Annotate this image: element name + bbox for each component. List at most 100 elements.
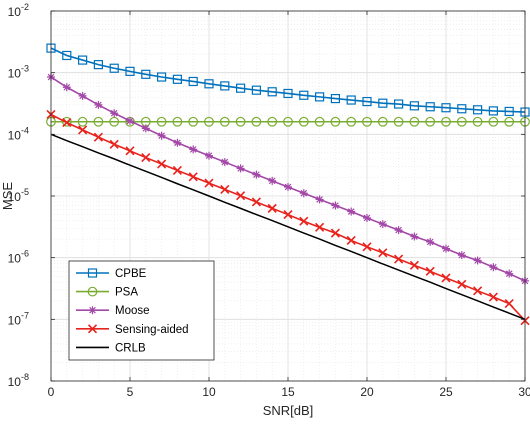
data-point <box>283 209 293 220</box>
data-point <box>457 104 467 114</box>
data-point <box>378 220 387 229</box>
data-point <box>299 90 309 100</box>
data-point <box>236 83 246 93</box>
data-point <box>441 103 451 113</box>
data-point <box>77 55 88 65</box>
x-tick-label: 30 <box>518 385 530 399</box>
data-point <box>109 116 120 127</box>
data-point <box>409 260 419 270</box>
series-cpbe <box>46 43 530 117</box>
data-point <box>94 100 103 109</box>
data-point <box>62 50 72 61</box>
x-tick-label: 0 <box>48 385 55 399</box>
data-point <box>330 93 340 104</box>
data-point <box>457 279 467 289</box>
legend-item: Sensing-aided <box>76 324 189 336</box>
series-line <box>50 133 526 321</box>
data-point <box>172 74 182 84</box>
series-crlb <box>50 133 526 321</box>
data-point <box>346 95 356 105</box>
data-point <box>473 105 483 115</box>
data-point <box>457 251 466 260</box>
data-point <box>442 244 450 253</box>
data-point <box>410 232 419 241</box>
data-point <box>93 116 104 127</box>
data-point <box>204 79 214 89</box>
data-point <box>362 242 372 252</box>
data-point <box>362 116 372 127</box>
data-point <box>188 76 198 87</box>
x-tick-label: 15 <box>281 385 295 399</box>
data-point <box>267 116 278 127</box>
data-point <box>363 213 371 222</box>
y-tick-label: 10-2 <box>8 2 29 19</box>
data-point <box>488 292 498 302</box>
data-point <box>157 131 166 140</box>
data-point <box>346 116 357 127</box>
data-point <box>157 159 167 169</box>
data-point <box>172 116 183 127</box>
data-point <box>62 83 71 92</box>
data-point <box>236 191 246 201</box>
legend: CPBE PSA Moose Sensing-aided CRLB <box>68 260 215 361</box>
legend-label: PSA <box>115 287 138 299</box>
series-moose <box>47 73 529 285</box>
data-point <box>504 106 514 117</box>
y-tick-label: 10-5 <box>8 187 29 204</box>
y-tick-label: 10-7 <box>8 310 29 327</box>
data-point <box>125 146 135 156</box>
data-point <box>504 299 514 309</box>
data-point <box>77 116 88 127</box>
data-point <box>377 116 388 127</box>
y-axis-label: MSE <box>0 182 15 211</box>
data-point <box>441 116 451 127</box>
data-point <box>267 203 277 213</box>
data-point <box>347 207 356 216</box>
y-tick-label: 10-4 <box>8 125 29 142</box>
data-point <box>78 125 88 135</box>
legend-marker <box>88 306 97 315</box>
data-point <box>331 201 340 210</box>
data-point <box>441 273 451 283</box>
series-line <box>50 47 526 113</box>
data-point <box>252 170 261 179</box>
data-point <box>378 98 388 108</box>
data-point <box>251 197 261 207</box>
data-point <box>188 172 198 182</box>
data-point <box>189 145 198 154</box>
plot-series <box>46 43 530 326</box>
data-point <box>378 248 388 258</box>
data-point <box>299 189 308 198</box>
data-point <box>220 81 230 91</box>
data-point <box>236 164 245 173</box>
data-point <box>283 88 293 99</box>
data-point <box>157 72 167 82</box>
data-point <box>456 116 467 127</box>
legend-label: Sensing-aided <box>115 324 189 336</box>
y-tick-label: 10-8 <box>8 372 29 389</box>
data-point <box>156 116 167 127</box>
data-point <box>141 124 150 133</box>
axis-ticks: 0 5 10 15 20 25 30 10-8 10-7 10-6 10-5 10-4 10-3 10-2 <box>8 2 530 399</box>
data-point <box>393 116 404 127</box>
data-point <box>362 96 372 107</box>
data-point <box>505 269 514 278</box>
data-point <box>425 266 435 276</box>
y-tick-label: 10-3 <box>8 64 29 81</box>
x-tick-label: 10 <box>202 385 216 399</box>
data-point <box>488 106 498 116</box>
data-point <box>315 92 325 102</box>
legend-label: CPBE <box>115 268 147 280</box>
data-point <box>299 216 309 226</box>
data-point <box>141 69 151 79</box>
x-tick-label: 20 <box>360 385 374 399</box>
data-point <box>473 256 482 265</box>
legend-marker <box>87 286 98 297</box>
x-tick-label: 25 <box>439 385 453 399</box>
data-point <box>109 63 119 73</box>
data-point <box>315 222 325 232</box>
legend-item: Moose <box>76 305 150 317</box>
legend-label: Moose <box>115 305 150 317</box>
data-point <box>330 228 340 238</box>
